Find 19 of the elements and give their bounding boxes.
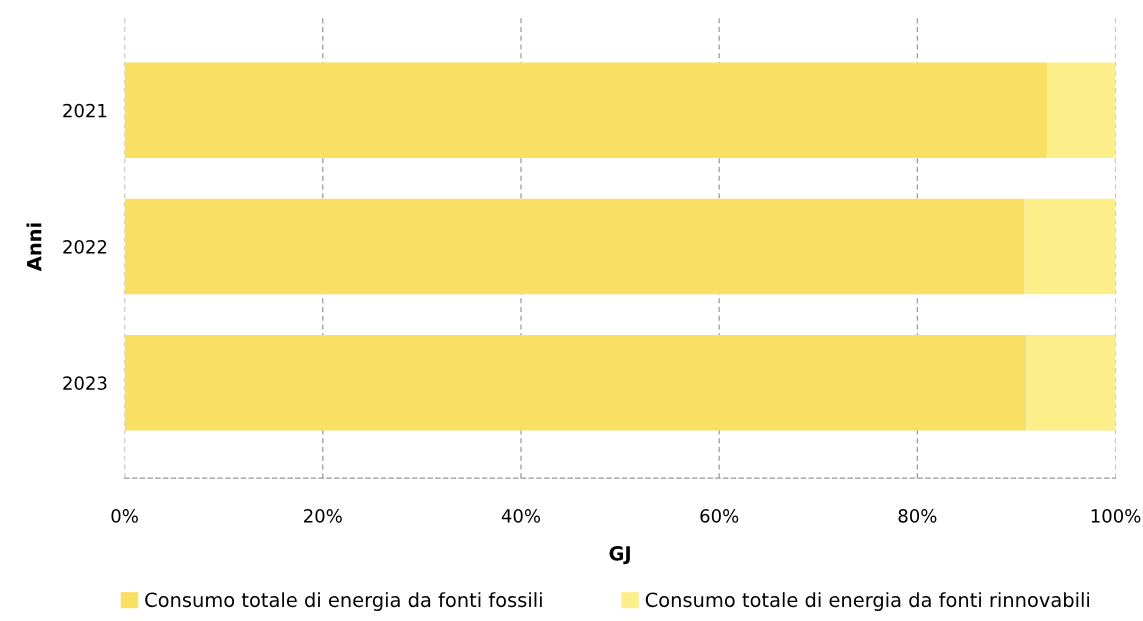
x-tick-label: 80% [898,509,937,523]
x-tick-label: 20% [304,509,342,523]
bar [1026,335,1116,431]
x-tick-label: 0% [111,509,138,523]
y-tick-label: 2023 [63,376,107,390]
bar [124,62,1048,158]
x-tick-label: 60% [700,509,739,523]
bar [1024,198,1116,295]
x-tick-label: 40% [501,509,541,523]
bar [124,335,1027,431]
y-tick-label: 2021 [63,103,107,118]
bar [1047,62,1116,158]
legend-label: Consumo totale di energia da fonti fossili [145,592,542,611]
y-axis-title: Anni [26,223,42,272]
legend-label: Consumo totale di energia da fonti rinnovabili [645,592,1090,611]
x-tick-label: 100% [1091,509,1141,523]
y-tick-label: 2022 [63,240,107,254]
bar [124,198,1025,295]
x-axis-title: GJ [609,545,630,565]
